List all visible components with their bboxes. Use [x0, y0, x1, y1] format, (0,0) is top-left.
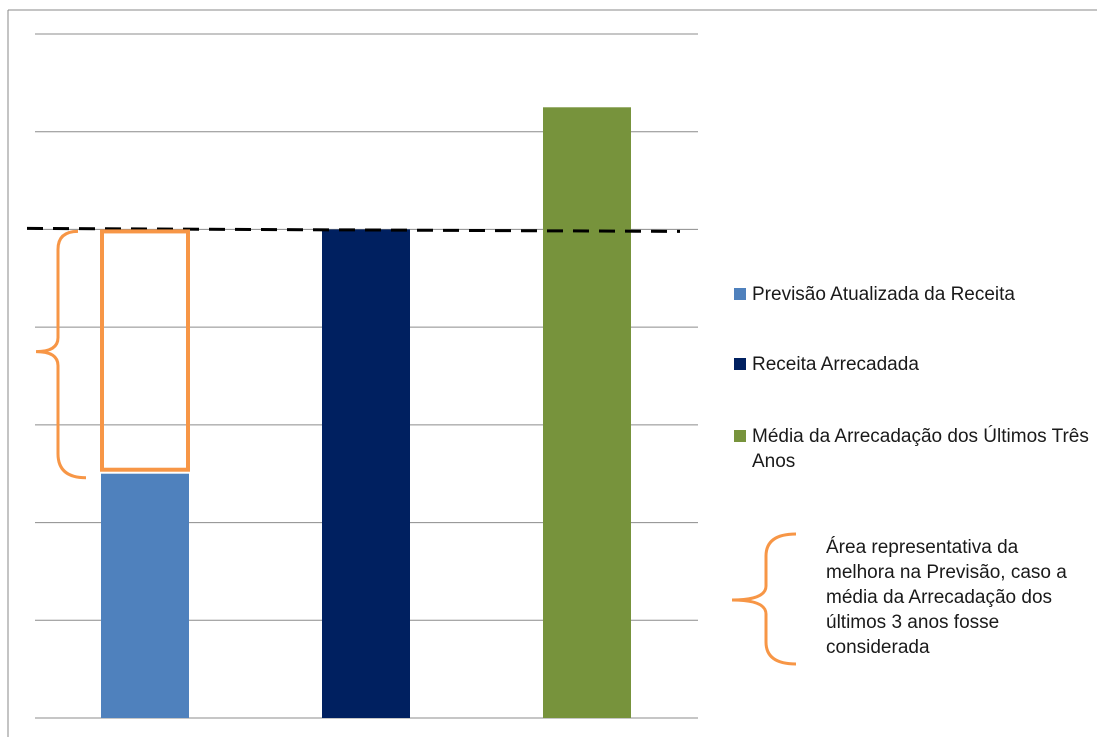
improvement-bracket-legend — [731, 532, 797, 666]
improvement-bracket-chart — [35, 229, 87, 480]
reference-dashed-line — [26, 226, 681, 233]
legend-label-media-arrecadacao: Média da Arrecadação dos Últimos Três An… — [752, 426, 1089, 472]
bar-series-1 — [101, 473, 189, 718]
legend-swatch-media-arrecadacao — [734, 430, 746, 442]
legend-item-previsao: Previsão Atualizada da Receita — [734, 282, 1097, 307]
improvement-note: Área representativa da melhora na Previs… — [826, 537, 1067, 658]
bar-series-3 — [543, 107, 631, 719]
legend-swatch-receita-arrecadada — [734, 358, 746, 370]
legend-label-receita-arrecadada: Receita Arrecadada — [752, 354, 919, 375]
improvement-area-outline — [100, 229, 190, 472]
legend-label-previsao: Previsão Atualizada da Receita — [752, 284, 1015, 305]
page-number-marker: 3 — [683, 0, 689, 2]
chart-border — [7, 9, 1097, 737]
bar-series-2 — [322, 229, 410, 718]
legend-item-receita-arrecadada: Receita Arrecadada — [734, 352, 1097, 377]
legend-item-media-arrecadacao: Média da Arrecadação dos Últimos Três An… — [734, 424, 1097, 474]
legend-swatch-previsao — [734, 288, 746, 300]
